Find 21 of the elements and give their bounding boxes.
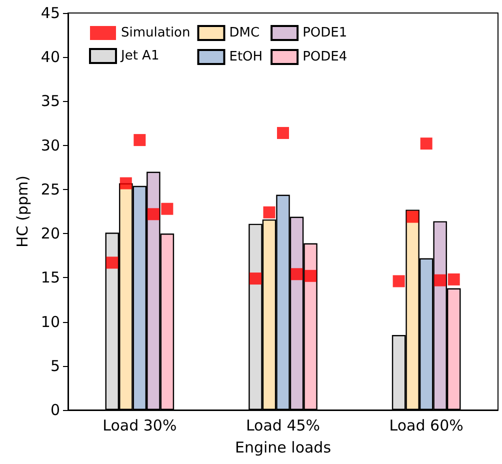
y-tick-label: 45 bbox=[40, 4, 60, 22]
x-tick-label: Load 60% bbox=[389, 416, 464, 434]
legend-label: Simulation bbox=[121, 26, 190, 40]
y-tick-label: 35 bbox=[40, 92, 60, 110]
y-tick-label: 30 bbox=[40, 136, 60, 154]
y-tick-label: 5 bbox=[50, 356, 60, 375]
legend-label: Jet A1 bbox=[120, 48, 160, 64]
y-tick-label: 40 bbox=[40, 48, 60, 66]
y-axis-title: HC (ppm) bbox=[14, 176, 32, 248]
x-tick-label: Load 30% bbox=[102, 416, 177, 434]
x-tick-label: Load 45% bbox=[246, 416, 320, 434]
legend-label: PODE1 bbox=[302, 26, 348, 40]
y-tick-label: 0 bbox=[50, 401, 60, 419]
legend-label: DMC bbox=[229, 26, 260, 40]
y-tick-label: 15 bbox=[40, 268, 60, 287]
y-tick-label: 10 bbox=[40, 312, 60, 331]
y-tick-label: 25 bbox=[40, 180, 60, 198]
x-axis-title: Engine loads bbox=[234, 438, 332, 456]
legend-label: PODE4 bbox=[302, 50, 348, 64]
legend-label: EtOH bbox=[229, 50, 263, 64]
y-tick-label: 20 bbox=[40, 224, 60, 243]
